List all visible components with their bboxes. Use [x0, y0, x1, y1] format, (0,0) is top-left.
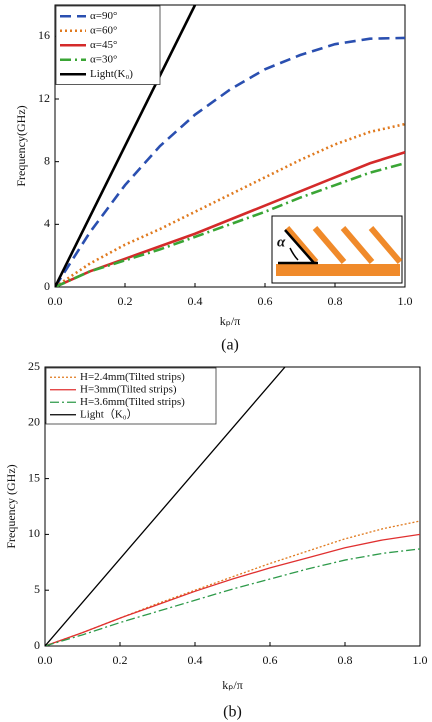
- y-tick-label: 5: [34, 582, 40, 596]
- legend-label: Light（K₀）: [80, 407, 138, 420]
- y-tick-label: 4: [44, 216, 50, 230]
- legend-label: H=2.4mm(Tilted strips): [80, 371, 185, 383]
- legend-label: α=45°: [90, 39, 117, 51]
- x-tick-label: 0.6: [258, 294, 273, 308]
- y-tick-label: 0: [44, 279, 50, 293]
- caption: (a): [221, 337, 239, 354]
- series-line: [55, 161, 405, 287]
- caption: (b): [223, 704, 242, 721]
- x-tick-label: 0.0: [48, 294, 63, 308]
- y-tick-label: 16: [38, 28, 50, 42]
- inset-label: α: [277, 234, 286, 250]
- inset-edge: [284, 229, 315, 264]
- legend-label: α=90°: [90, 10, 117, 22]
- series-line: [55, 5, 197, 287]
- legend-label: α=30°: [90, 53, 117, 65]
- y-tick-label: 0: [34, 638, 40, 652]
- x-tick-label: 0.0: [38, 653, 53, 667]
- x-tick-label: 0.2: [118, 294, 133, 308]
- series-line: [55, 36, 405, 287]
- legend-label: α=60°: [90, 24, 117, 36]
- inset-strips: [284, 226, 403, 264]
- x-tick-label: 1.0: [398, 294, 413, 308]
- y-tick-label: 12: [38, 91, 50, 105]
- y-axis-title: Frequency (GHz): [4, 464, 18, 548]
- series-line: [45, 520, 420, 646]
- series-line: [45, 367, 286, 646]
- x-tick-label: 0.6: [263, 653, 278, 667]
- y-axis-title: Frequency(GHz): [14, 105, 28, 186]
- legend-label: H=3mm(Tilted strips): [80, 383, 177, 395]
- x-axis-title: kₚ/π: [222, 678, 243, 692]
- legend-label: H=3.6mm(Tilted strips): [80, 396, 185, 408]
- y-tick-label: 10: [28, 526, 40, 540]
- x-tick-label: 0.2: [113, 653, 128, 667]
- x-tick-label: 1.0: [413, 653, 428, 667]
- series-line: [45, 533, 420, 646]
- y-tick-label: 20: [28, 415, 40, 429]
- x-axis-title: kₚ/π: [220, 314, 241, 328]
- plot-frame: [44, 366, 421, 647]
- y-tick-label: 8: [44, 153, 50, 167]
- chart: 0.0 0.2 0.4 0.6 0.8 1.0 0 5 10 15 20 25 kₚ/π Frequenc…: [4, 359, 428, 721]
- series-line: [45, 548, 420, 646]
- x-tick-label: 0.8: [338, 653, 353, 667]
- y-tick-label: 25: [28, 359, 40, 373]
- inset-arc: [289, 247, 299, 261]
- plot-frame: [54, 4, 406, 288]
- x-tick-label: 0.4: [188, 294, 203, 308]
- x-tick-label: 0.4: [188, 653, 203, 667]
- x-tick-label: 0.8: [328, 294, 343, 308]
- inset-base: [276, 264, 400, 276]
- legend-label: Light(K₀): [90, 68, 133, 80]
- chart: 0.0 0.2 0.4 0.6 0.8 1.0 0 4 8 12 16 kₚ/π Frequency(G…: [14, 4, 413, 354]
- inset-diagram: α: [271, 215, 403, 284]
- y-tick-label: 15: [28, 470, 40, 484]
